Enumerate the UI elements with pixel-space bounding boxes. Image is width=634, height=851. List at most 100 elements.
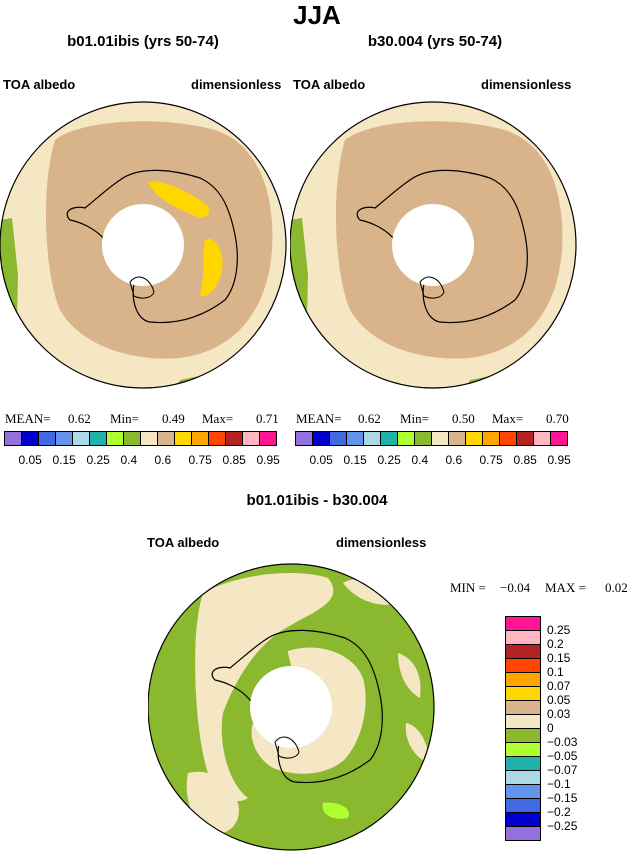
panel1-case-title: b01.01ibis (yrs 50-74) bbox=[67, 33, 219, 50]
colorbar-tick-label: −0.25 bbox=[547, 819, 578, 833]
colorbar-tick-label: −0.05 bbox=[547, 749, 578, 763]
colorbar-swatch bbox=[21, 431, 39, 446]
panel3-field-label: TOA albedo bbox=[147, 535, 220, 550]
colorbar-tick-label: 0.6 bbox=[445, 453, 463, 467]
panel2-units-label: dimensionless bbox=[481, 77, 572, 92]
colorbar-swatch bbox=[363, 431, 381, 446]
colorbar-swatch bbox=[505, 686, 541, 701]
colorbar-tick-label: 0.05 bbox=[547, 693, 571, 707]
colorbar-swatch bbox=[157, 431, 175, 446]
colorbar-tick-label: 0.1 bbox=[547, 665, 564, 679]
colorbar-swatch bbox=[414, 431, 432, 446]
colorbar-tick-label: 0.2 bbox=[547, 637, 564, 651]
colorbar-swatch bbox=[140, 431, 158, 446]
panel3-max-label: MAX = bbox=[545, 580, 586, 595]
colorbar-swatch bbox=[505, 714, 541, 729]
map3-pole-hole bbox=[250, 666, 332, 748]
colorbar-tick-label: −0.1 bbox=[547, 777, 571, 791]
panel2-max-value: 0.70 bbox=[546, 411, 569, 426]
panel1-units-label: dimensionless bbox=[191, 77, 282, 92]
colorbar-swatch bbox=[346, 431, 364, 446]
map3-coast-fragment bbox=[274, 736, 300, 759]
colorbar-swatch bbox=[55, 431, 73, 446]
panel3-units-label: dimensionless bbox=[336, 535, 427, 550]
colorbar-swatch bbox=[505, 826, 541, 841]
panel2-max-label: Max= bbox=[492, 411, 524, 426]
colorbar-swatch bbox=[505, 728, 541, 743]
colorbar-swatch bbox=[505, 658, 541, 673]
panel1-mean-label: MEAN= bbox=[5, 411, 51, 426]
colorbar-swatch bbox=[499, 431, 517, 446]
colorbar-swatch bbox=[505, 784, 541, 799]
colorbar-swatch bbox=[431, 431, 449, 446]
panel2-mean-value: 0.62 bbox=[358, 411, 381, 426]
panel2-mean-label: MEAN= bbox=[296, 411, 342, 426]
map2-border bbox=[290, 101, 577, 389]
map-panel1 bbox=[0, 101, 287, 389]
colorbar-swatch bbox=[505, 616, 541, 631]
colorbar-tick-label: 0.75 bbox=[479, 453, 503, 467]
colorbar-tick-label: −0.07 bbox=[547, 763, 578, 777]
map1-gold-region-2 bbox=[200, 239, 223, 296]
colorbar-tick-label: 0.03 bbox=[547, 707, 571, 721]
colorbar-tick-label: 0.07 bbox=[547, 679, 571, 693]
colorbar-swatch bbox=[505, 700, 541, 715]
map1-pole-hole bbox=[102, 204, 184, 286]
colorbar-tick-label: −0.03 bbox=[547, 735, 578, 749]
colorbar-swatch bbox=[505, 742, 541, 757]
map3-lightgreen-region bbox=[322, 802, 349, 819]
colorbar-swatch bbox=[505, 798, 541, 813]
map-panel2 bbox=[290, 101, 577, 389]
colorbar-tick-label: 0.25 bbox=[377, 453, 401, 467]
colorbar-swatch bbox=[295, 431, 313, 446]
map2-coast-fragment bbox=[419, 276, 445, 299]
map3-antarctica-coastline bbox=[211, 629, 383, 784]
panel3-min-value: −0.04 bbox=[500, 580, 531, 595]
colorbar-tick-label: 0.15 bbox=[343, 453, 367, 467]
colorbar-tick-label: −0.2 bbox=[547, 805, 571, 819]
colorbar-swatch bbox=[516, 431, 534, 446]
colorbar-tick-label: 0.4 bbox=[120, 453, 138, 467]
map2-pole-hole bbox=[392, 204, 474, 286]
colorbar-tick-label: 0.05 bbox=[18, 453, 42, 467]
colorbar-tick-label: 0 bbox=[547, 721, 554, 735]
panel3-max-value: 0.02 bbox=[605, 580, 628, 595]
colorbar-swatch bbox=[312, 431, 330, 446]
colorbar-swatch bbox=[4, 431, 22, 446]
colorbar-tick-label: 0.15 bbox=[52, 453, 76, 467]
colorbar-swatch bbox=[482, 431, 500, 446]
colorbar-panel1 bbox=[4, 431, 277, 446]
colorbar-swatch bbox=[329, 431, 347, 446]
colorbar-swatch bbox=[106, 431, 124, 446]
map1-gold-region-1 bbox=[148, 181, 210, 218]
colorbar-swatch bbox=[533, 431, 551, 446]
colorbar-tick-label: 0.25 bbox=[547, 623, 571, 637]
colorbar-tick-label: 0.05 bbox=[309, 453, 333, 467]
colorbar-swatch bbox=[505, 770, 541, 785]
map2-antarctica-coastline bbox=[356, 169, 528, 324]
colorbar-tick-label: 0.85 bbox=[513, 453, 537, 467]
colorbar-tick-label: −0.15 bbox=[547, 791, 578, 805]
page-title: JJA bbox=[293, 0, 341, 30]
colorbar-swatch bbox=[505, 756, 541, 771]
colorbar-swatch bbox=[259, 431, 277, 446]
colorbar-swatch bbox=[89, 431, 107, 446]
diff-title: b01.01ibis - b30.004 bbox=[246, 492, 388, 509]
colorbar-diff bbox=[505, 616, 541, 841]
colorbar-panel2 bbox=[295, 431, 568, 446]
panel2-field-label: TOA albedo bbox=[293, 77, 366, 92]
colorbar-swatch bbox=[505, 630, 541, 645]
map1-border bbox=[0, 101, 287, 389]
colorbar-tick-label: 0.6 bbox=[154, 453, 172, 467]
colorbar-tick-label: 0.4 bbox=[411, 453, 429, 467]
colorbar-swatch bbox=[505, 644, 541, 659]
colorbar-swatch bbox=[208, 431, 226, 446]
panel2-case-title: b30.004 (yrs 50-74) bbox=[367, 33, 503, 50]
colorbar-swatch bbox=[38, 431, 56, 446]
colorbar-tick-label: 0.95 bbox=[547, 453, 571, 467]
colorbar-swatch bbox=[505, 812, 541, 827]
colorbar-tick-label: 0.95 bbox=[256, 453, 280, 467]
colorbar-tick-label: 0.25 bbox=[86, 453, 110, 467]
colorbar-swatch bbox=[191, 431, 209, 446]
colorbar-tick-label: 0.15 bbox=[547, 651, 571, 665]
